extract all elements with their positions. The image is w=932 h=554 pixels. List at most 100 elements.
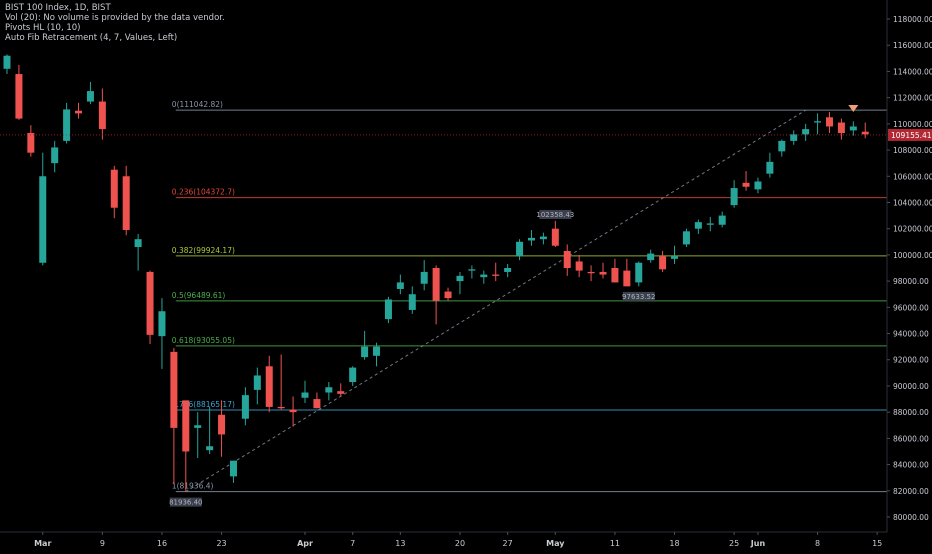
symbol-title[interactable]: BIST 100 Index, 1D, BIST xyxy=(5,3,111,13)
candle-body[interactable] xyxy=(647,253,655,261)
indicator-volume[interactable]: Vol (20): No volume is provided by the d… xyxy=(5,13,225,23)
candle-body[interactable] xyxy=(730,188,738,206)
candle-body[interactable] xyxy=(396,282,404,289)
pivot-label-text: 102358.43 xyxy=(536,211,574,219)
pivot-label-text: 97633.52 xyxy=(622,293,655,301)
candle-body[interactable] xyxy=(75,110,83,114)
candle-body[interactable] xyxy=(15,74,23,119)
candle-body[interactable] xyxy=(313,399,321,409)
candle-body[interactable] xyxy=(265,366,273,407)
candle-body[interactable] xyxy=(468,269,476,271)
candle-body[interactable] xyxy=(682,231,690,245)
price-axis-label: 88000.00 xyxy=(893,408,929,417)
candle-body[interactable] xyxy=(277,406,285,409)
price-axis-label: 80000.00 xyxy=(893,513,929,522)
fib-level-label: 1(81936.4) xyxy=(172,482,214,491)
candle-body[interactable] xyxy=(492,274,500,276)
candle-body[interactable] xyxy=(134,239,142,248)
candle-body[interactable] xyxy=(837,122,845,134)
candle-body[interactable] xyxy=(504,268,512,272)
candle-body[interactable] xyxy=(361,346,369,358)
candle-body[interactable] xyxy=(63,109,71,141)
candle-body[interactable] xyxy=(206,446,214,451)
candle-body[interactable] xyxy=(3,55,11,69)
candle-body[interactable] xyxy=(825,117,833,127)
candle-body[interactable] xyxy=(516,241,524,257)
time-axis-label: Mar xyxy=(34,539,51,548)
candle-body[interactable] xyxy=(51,147,59,164)
candle-body[interactable] xyxy=(158,311,166,337)
fib-trend-line[interactable] xyxy=(185,109,806,493)
time-axis[interactable]: Mar 9 16 23 Apr 7 13 20 27 May 11 18 25 Jun 8 15 xyxy=(34,532,882,548)
candle-body[interactable] xyxy=(170,351,178,428)
time-axis-label: 11 xyxy=(610,539,620,548)
candle-body[interactable] xyxy=(802,129,810,135)
candle-body[interactable] xyxy=(229,460,237,477)
candle-body[interactable] xyxy=(539,236,547,240)
candle-body[interactable] xyxy=(432,268,440,301)
candle-body[interactable] xyxy=(86,91,94,102)
candle-body[interactable] xyxy=(790,134,798,141)
price-axis-label: 114000.00 xyxy=(893,67,932,76)
candle-body[interactable] xyxy=(706,223,714,225)
candle-body[interactable] xyxy=(182,400,190,452)
candle-body[interactable] xyxy=(289,409,297,413)
candle-body[interactable] xyxy=(325,387,333,393)
pivot-label-box xyxy=(169,497,202,507)
candle-body[interactable] xyxy=(98,101,106,130)
price-axis-label: 94000.00 xyxy=(893,330,929,339)
time-axis-label: 20 xyxy=(455,539,465,548)
candle-body[interactable] xyxy=(861,131,869,135)
candle-body[interactable] xyxy=(575,261,583,271)
candle-body[interactable] xyxy=(480,274,488,278)
candle-body[interactable] xyxy=(563,250,571,268)
candle-body[interactable] xyxy=(778,140,786,152)
candle-body[interactable] xyxy=(384,299,392,320)
candle-body[interactable] xyxy=(253,375,261,390)
candle-body[interactable] xyxy=(27,133,35,153)
candle-body[interactable] xyxy=(599,271,607,275)
candle-body[interactable] xyxy=(551,228,559,246)
candle-body[interactable] xyxy=(623,270,631,287)
candle-body[interactable] xyxy=(146,271,154,335)
pivot-label-box xyxy=(539,209,572,219)
candle-body[interactable] xyxy=(408,294,416,310)
time-axis-label: 13 xyxy=(395,539,405,548)
candle-body[interactable] xyxy=(659,256,667,270)
candle-body[interactable] xyxy=(671,256,679,259)
fib-level-label: 0.618(93055.05) xyxy=(172,336,235,345)
candle-body[interactable] xyxy=(241,395,249,419)
candle-body[interactable] xyxy=(301,392,309,398)
candle-body[interactable] xyxy=(194,425,202,428)
price-axis[interactable]: 80000.00 82000.00 84000.00 86000.00 88000.00… xyxy=(887,15,932,522)
candle-body[interactable] xyxy=(110,169,118,208)
candle-body[interactable] xyxy=(611,268,619,283)
candle-body[interactable] xyxy=(754,181,762,190)
candle-body[interactable] xyxy=(849,126,857,131)
candle-body[interactable] xyxy=(742,182,750,187)
candle-body[interactable] xyxy=(718,215,726,225)
candle-body[interactable] xyxy=(218,414,226,435)
candle-body[interactable] xyxy=(337,391,345,394)
candle-body[interactable] xyxy=(814,121,822,123)
candle-body[interactable] xyxy=(635,262,643,283)
candle-body[interactable] xyxy=(420,271,428,284)
candle-body[interactable] xyxy=(373,346,381,356)
candle-body[interactable] xyxy=(587,271,595,274)
candle-body[interactable] xyxy=(39,176,47,263)
indicator-fib[interactable]: Auto Fib Retracement (4, 7, Values, Left… xyxy=(5,33,178,43)
current-price-tag[interactable] xyxy=(888,128,932,141)
price-axis-label: 100000.00 xyxy=(893,251,932,260)
candle-body[interactable] xyxy=(456,275,464,282)
indicator-pivots[interactable]: Pivots HL (10, 10) xyxy=(5,23,81,33)
price-axis-label: 102000.00 xyxy=(893,225,932,234)
candle-body[interactable] xyxy=(349,367,357,383)
candle-body[interactable] xyxy=(122,176,130,230)
pivot-label-text: 81936.40 xyxy=(169,499,202,507)
candle-body[interactable] xyxy=(694,222,702,229)
candle-body[interactable] xyxy=(444,291,452,299)
candle-body[interactable] xyxy=(527,237,535,241)
candle-body[interactable] xyxy=(766,161,774,174)
